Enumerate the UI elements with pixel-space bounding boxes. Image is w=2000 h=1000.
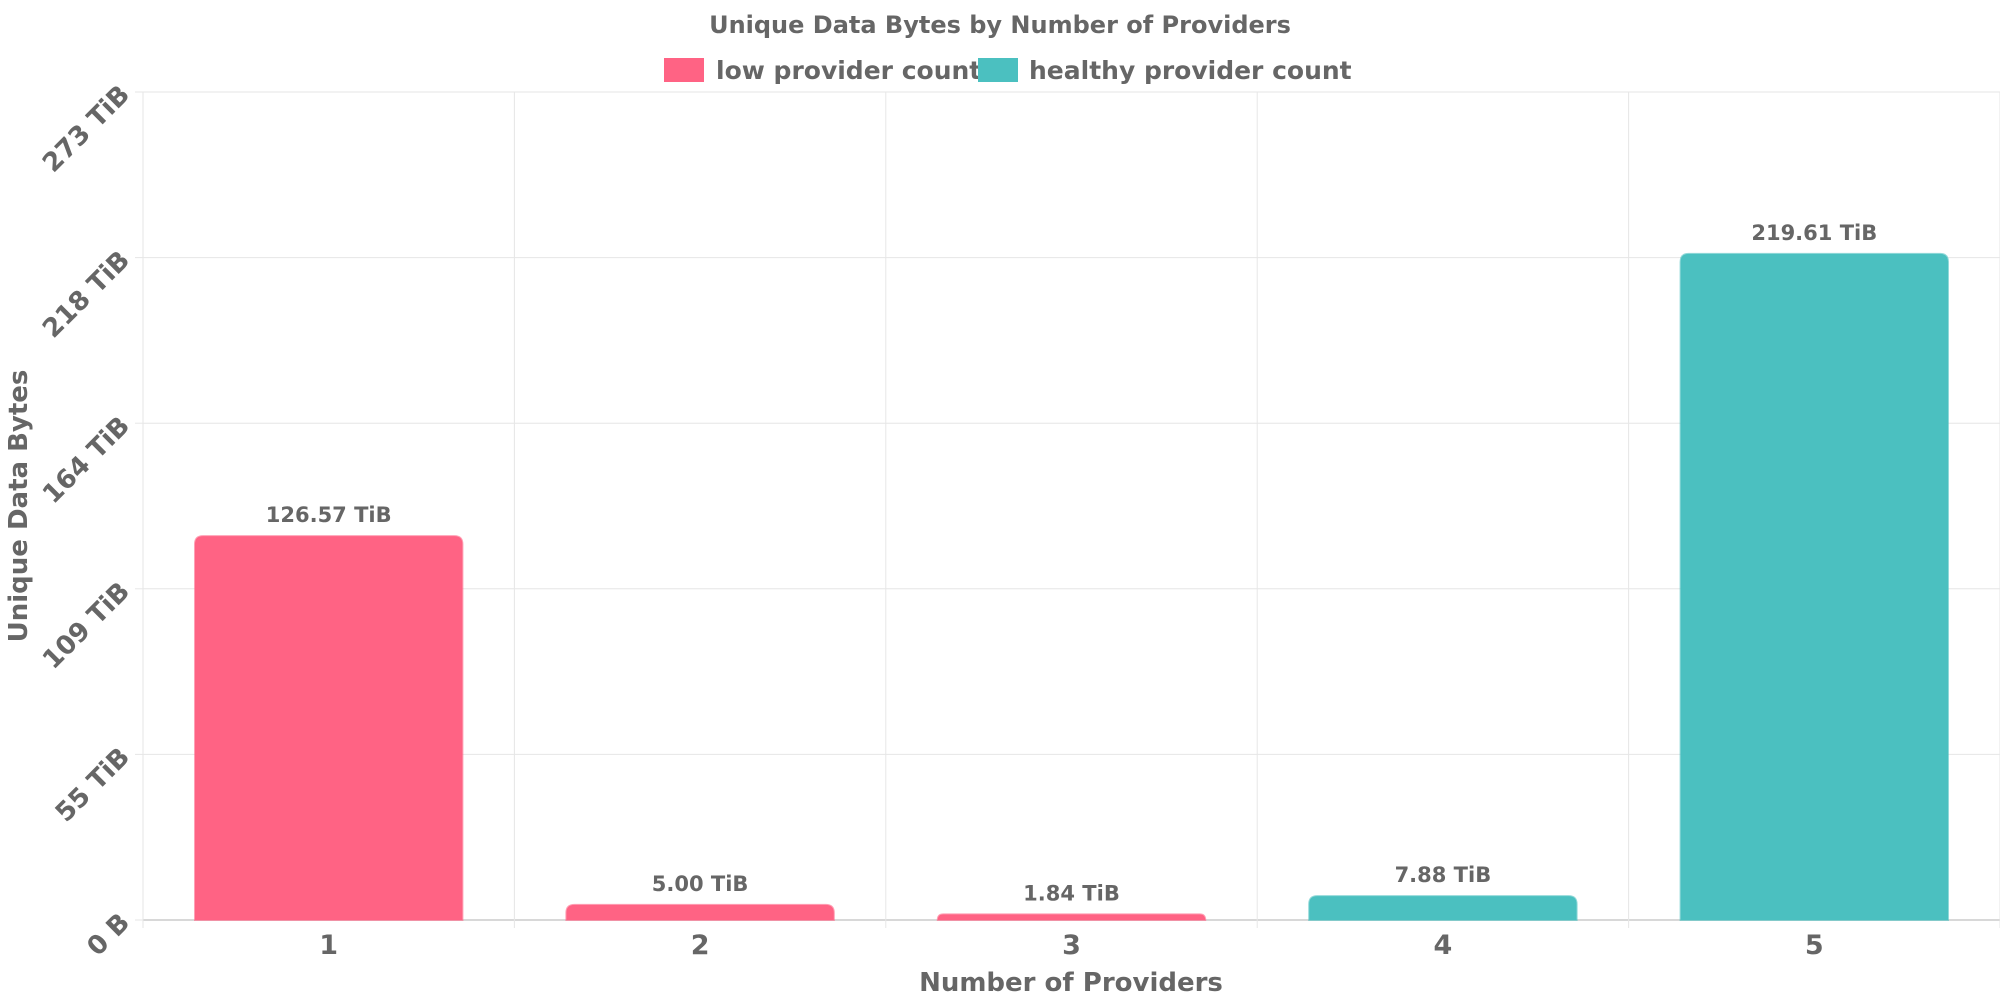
x-axis-ticks: 1 2 3 4 5 bbox=[319, 930, 1823, 961]
bars bbox=[193, 252, 1949, 921]
data-label-4: 7.88 TiB bbox=[1395, 863, 1492, 887]
data-label-1: 126.57 TiB bbox=[266, 503, 392, 527]
bar-3[interactable] bbox=[936, 913, 1207, 921]
y-axis-ticks: 0 B 55 TiB 109 TiB 164 TiB 218 TiB 273 TiB bbox=[37, 80, 136, 962]
data-label-5: 219.61 TiB bbox=[1751, 221, 1877, 245]
legend-label-low[interactable]: low provider count bbox=[716, 56, 981, 85]
y-axis-title: Unique Data Bytes bbox=[4, 370, 34, 643]
x-tick-label: 5 bbox=[1805, 930, 1824, 961]
legend-swatch-healthy[interactable] bbox=[978, 58, 1018, 82]
y-tick-label: 55 TiB bbox=[50, 742, 136, 828]
y-tick-label: 164 TiB bbox=[37, 411, 136, 510]
legend: low provider count healthy provider coun… bbox=[664, 56, 1352, 85]
y-tick-label: 218 TiB bbox=[37, 245, 136, 344]
x-tick-label: 2 bbox=[691, 930, 710, 961]
legend-swatch-low[interactable] bbox=[664, 58, 704, 82]
bar-1[interactable] bbox=[193, 535, 464, 921]
chart-title: Unique Data Bytes by Number of Providers bbox=[709, 11, 1291, 39]
y-tick-label: 109 TiB bbox=[37, 577, 136, 676]
data-label-2: 5.00 TiB bbox=[652, 872, 749, 896]
bar-2[interactable] bbox=[565, 903, 835, 921]
bar-4[interactable] bbox=[1308, 895, 1578, 921]
x-tick-label: 4 bbox=[1434, 930, 1453, 961]
y-tick-label: 273 TiB bbox=[37, 80, 136, 179]
bar-5[interactable] bbox=[1679, 252, 1949, 921]
legend-label-healthy[interactable]: healthy provider count bbox=[1029, 56, 1352, 85]
data-label-3: 1.84 TiB bbox=[1023, 881, 1120, 905]
x-tick-label: 3 bbox=[1062, 930, 1081, 961]
x-axis-title: Number of Providers bbox=[919, 968, 1223, 998]
data-labels: 126.57 TiB 5.00 TiB 1.84 TiB 7.88 TiB 219.61… bbox=[266, 221, 1877, 905]
x-tick-label: 1 bbox=[319, 930, 338, 961]
y-tick-label: 0 B bbox=[82, 908, 136, 962]
